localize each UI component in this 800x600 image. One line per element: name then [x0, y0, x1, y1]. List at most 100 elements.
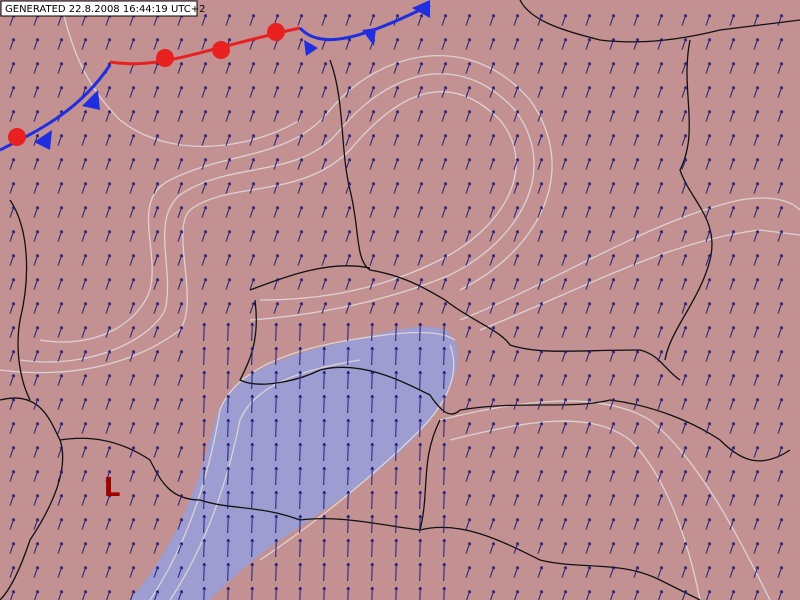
- wind-arrow: [225, 157, 231, 170]
- wind-arrow: [753, 157, 759, 170]
- wind-arrow: [729, 349, 735, 362]
- wind-arrow: [513, 397, 519, 410]
- wind-arrow: [465, 397, 471, 410]
- wind-arrow: [105, 397, 111, 410]
- wind-arrow: [129, 37, 135, 50]
- wind-arrow: [489, 181, 495, 194]
- wind-arrow: [513, 37, 519, 50]
- wind-arrow: [105, 325, 111, 338]
- wind-arrow: [321, 13, 327, 26]
- wind-arrow: [202, 586, 207, 600]
- wind-arrow: [609, 397, 615, 410]
- wind-arrow: [537, 13, 543, 26]
- border-line: [59, 437, 421, 531]
- wind-arrow: [346, 442, 351, 462]
- cold-front: [298, 3, 431, 42]
- wind-arrow: [465, 253, 471, 266]
- wind-arrow: [153, 421, 159, 434]
- wind-arrow: [298, 394, 303, 414]
- wind-arrow: [513, 229, 519, 242]
- wind-arrow: [57, 277, 63, 290]
- wind-arrow: [57, 253, 63, 266]
- wind-arrow: [561, 109, 567, 122]
- wind-arrow: [705, 85, 711, 98]
- wind-arrow: [729, 541, 735, 554]
- wind-arrow: [537, 253, 543, 266]
- wind-arrow: [33, 349, 39, 362]
- wind-arrow: [465, 181, 471, 194]
- wind-arrow: [465, 133, 471, 146]
- wind-arrow: [657, 13, 663, 26]
- wind-arrow: [129, 325, 135, 338]
- wind-arrow: [705, 109, 711, 122]
- wind-arrow: [633, 229, 639, 242]
- wind-arrow: [297, 253, 303, 266]
- wind-arrow: [513, 109, 519, 122]
- wind-arrow: [33, 157, 39, 170]
- wind-arrow: [418, 490, 423, 510]
- wind-arrow: [297, 181, 303, 194]
- wind-arrow: [201, 253, 207, 266]
- wind-arrow: [489, 133, 495, 146]
- wind-arrow: [57, 469, 63, 482]
- wind-arrow: [777, 373, 783, 386]
- wind-arrow: [369, 277, 375, 290]
- wind-arrow: [394, 586, 399, 600]
- wind-arrow: [153, 493, 159, 506]
- wind-arrow: [250, 586, 255, 600]
- wind-arrow: [129, 541, 135, 554]
- wind-arrow: [9, 541, 15, 554]
- wind-arrow: [394, 370, 399, 390]
- wind-arrow: [753, 373, 759, 386]
- wind-arrow: [370, 346, 375, 366]
- wind-arrow: [489, 517, 495, 530]
- wind-arrow: [57, 397, 63, 410]
- wind-arrow: [777, 181, 783, 194]
- wind-arrow: [537, 133, 543, 146]
- wind-arrow: [729, 445, 735, 458]
- wind-arrow: [561, 517, 567, 530]
- wind-arrow: [777, 421, 783, 434]
- wind-arrow: [274, 442, 279, 462]
- wind-arrow: [777, 349, 783, 362]
- wind-arrow: [465, 541, 471, 554]
- wind-arrow: [153, 373, 159, 386]
- wind-arrow: [33, 493, 39, 506]
- wind-arrow: [346, 418, 351, 438]
- front-symbol: [412, 0, 430, 18]
- wind-arrow: [177, 181, 183, 194]
- wind-arrow: [153, 301, 159, 314]
- wind-arrow: [33, 229, 39, 242]
- wind-arrow: [249, 13, 255, 26]
- wind-arrow: [561, 493, 567, 506]
- wind-arrow: [81, 397, 87, 410]
- wind-arrow: [81, 229, 87, 242]
- wind-arrow: [346, 538, 351, 558]
- wind-arrow: [753, 13, 759, 26]
- wind-arrow: [537, 181, 543, 194]
- wind-arrow: [729, 157, 735, 170]
- wind-arrow: [681, 301, 687, 314]
- wind-arrow: [346, 322, 351, 342]
- wind-arrow: [297, 277, 303, 290]
- wind-arrow: [417, 253, 423, 266]
- wind-arrow: [298, 514, 303, 534]
- wind-arrow: [153, 541, 159, 554]
- wind-arrow: [753, 541, 759, 554]
- wind-arrow: [393, 157, 399, 170]
- wind-arrow: [322, 514, 327, 534]
- wind-arrow: [249, 205, 255, 218]
- wind-arrow: [489, 61, 495, 74]
- wind-arrow: [753, 301, 759, 314]
- wind-arrow: [657, 349, 663, 362]
- wind-arrow: [777, 565, 783, 578]
- wind-arrow: [465, 325, 471, 338]
- wind-arrow: [33, 85, 39, 98]
- wind-arrow: [226, 394, 231, 414]
- wind-arrow: [585, 373, 591, 386]
- wind-arrow: [729, 397, 735, 410]
- contour-line: [59, 0, 301, 148]
- wind-arrow: [153, 445, 159, 458]
- wind-arrow: [561, 445, 567, 458]
- wind-arrow: [177, 157, 183, 170]
